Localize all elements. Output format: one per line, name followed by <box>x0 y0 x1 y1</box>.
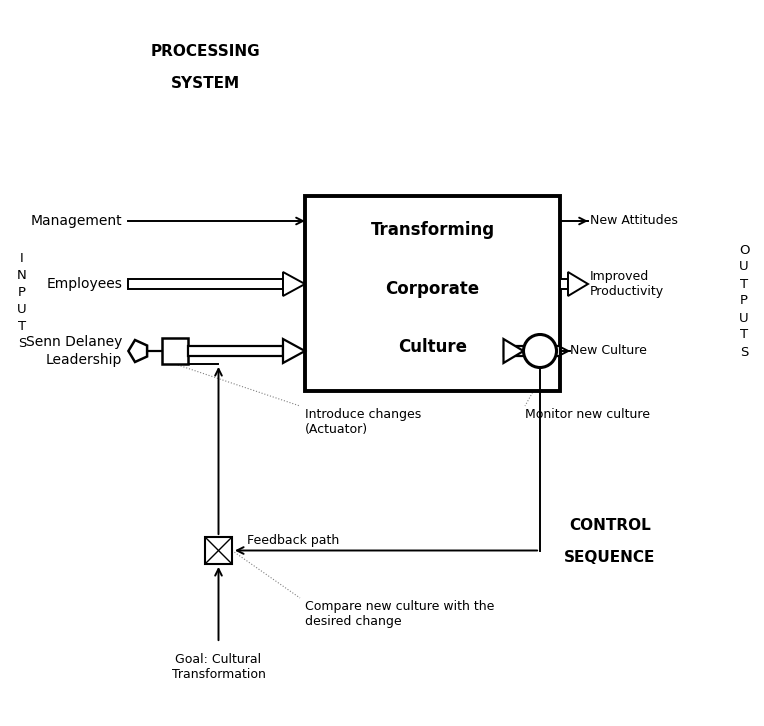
Text: Compare new culture with the
desired change: Compare new culture with the desired cha… <box>305 600 494 628</box>
Text: Transforming

Corporate

Culture: Transforming Corporate Culture <box>371 221 494 356</box>
Text: Monitor new culture: Monitor new culture <box>525 408 650 421</box>
Polygon shape <box>503 339 523 363</box>
Text: Improved
Productivity: Improved Productivity <box>590 270 664 298</box>
Polygon shape <box>128 340 147 362</box>
Text: Introduce changes
(Actuator): Introduce changes (Actuator) <box>305 408 421 436</box>
Bar <box>205 537 232 564</box>
Text: SYSTEM: SYSTEM <box>170 76 240 91</box>
Bar <box>503 346 560 356</box>
Text: I
N
P
U
T
S: I N P U T S <box>17 252 27 350</box>
Text: New Culture: New Culture <box>571 345 647 357</box>
Bar <box>128 279 283 289</box>
Text: Management: Management <box>31 214 122 228</box>
Text: Goal: Cultural
Transformation: Goal: Cultural Transformation <box>172 653 265 681</box>
Bar <box>305 196 560 391</box>
Text: O
U
T
P
U
T
S: O U T P U T S <box>739 243 749 359</box>
Text: Feedback path: Feedback path <box>247 534 339 547</box>
Polygon shape <box>283 272 305 296</box>
Text: PROCESSING: PROCESSING <box>151 44 260 59</box>
Text: Employees: Employees <box>46 277 122 291</box>
Circle shape <box>523 335 556 367</box>
Text: New Attitudes: New Attitudes <box>590 214 678 227</box>
Bar <box>560 279 568 289</box>
Bar <box>188 346 283 356</box>
Text: CONTROL: CONTROL <box>569 518 651 534</box>
Polygon shape <box>568 272 588 296</box>
Text: Senn Delaney
Leadership: Senn Delaney Leadership <box>26 335 122 367</box>
Bar <box>162 338 188 364</box>
Polygon shape <box>283 339 305 363</box>
Text: SEQUENCE: SEQUENCE <box>565 550 656 566</box>
